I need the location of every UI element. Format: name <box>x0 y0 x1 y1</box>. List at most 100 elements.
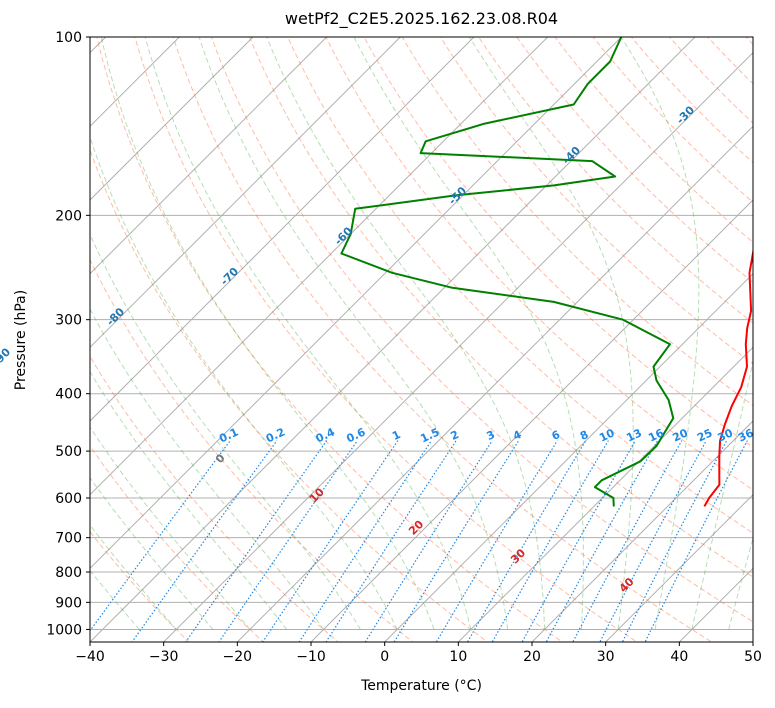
moist-adiabat <box>90 426 251 630</box>
dry-adiabat <box>363 37 753 448</box>
mixing-ratio-label: 6 <box>550 428 563 443</box>
dry-adiabat <box>172 37 713 642</box>
moist-adiabat <box>144 37 472 630</box>
mixing-ratio-label: 16 <box>646 426 666 444</box>
mixing-ratio-line <box>621 440 728 642</box>
chart-title: wetPf2_C2E5.2025.162.23.08.R04 <box>284 9 559 28</box>
moist-adiabat <box>620 37 700 630</box>
mixing-ratio-line <box>545 440 659 642</box>
isotherm--30 <box>163 51 753 642</box>
isotherm--80 <box>90 37 401 349</box>
x-tick-label: 30 <box>597 649 615 665</box>
isotherm-30 <box>605 493 753 642</box>
mixing-ratio-line <box>364 440 493 642</box>
dry-adiabat <box>90 148 489 642</box>
moist-adiabat <box>90 370 288 630</box>
dry-adiabat <box>668 37 753 124</box>
mixing-ratio-label: 2 <box>448 428 460 443</box>
moist-adiabat <box>90 308 324 630</box>
y-tick-label: 1000 <box>46 622 82 638</box>
y-tick-label: 500 <box>55 444 82 460</box>
mixing-ratio-label: 3 <box>485 428 497 443</box>
dry-adiabat <box>90 258 414 642</box>
moist-adiabat <box>90 232 361 630</box>
dry-adiabat <box>248 37 753 578</box>
x-tick-label: 0 <box>380 649 389 665</box>
y-tick-label: 200 <box>55 208 82 224</box>
moist-adiabat <box>468 37 634 630</box>
dry-adiabat-label: 40 <box>617 575 637 595</box>
dry-adiabat <box>758 10 775 654</box>
mixing-ratio-label: 1 <box>390 428 402 443</box>
mixing-ratio-label: 36 <box>736 426 756 444</box>
temperature-line <box>703 247 753 507</box>
y-tick-label: 700 <box>55 531 82 547</box>
isotherm--70 <box>90 37 475 422</box>
y-tick-label: 900 <box>55 595 82 611</box>
mixing-ratio-label: 13 <box>624 426 643 444</box>
isotherm--100 <box>90 37 254 201</box>
mixing-ratio-label: 25 <box>695 426 714 444</box>
y-tick-label: 800 <box>55 565 82 581</box>
mixing-ratio-label: 30 <box>716 426 736 444</box>
isotherm-40 <box>678 567 753 642</box>
x-tick-label: 40 <box>670 649 688 665</box>
dry-adiabat <box>210 37 753 623</box>
mixing-ratio-line <box>435 440 558 642</box>
mixing-ratio-line <box>262 440 399 642</box>
dry-adiabat <box>96 37 564 642</box>
x-tick-label: 20 <box>523 649 541 665</box>
isotherm--90 <box>90 37 328 275</box>
y-tick-label: 300 <box>55 313 82 329</box>
mixing-ratio-line <box>491 440 609 642</box>
mixing-ratio-label: 8 <box>578 428 590 443</box>
dry-adiabat <box>478 37 753 324</box>
mixing-ratio-line <box>131 440 278 642</box>
dry-adiabat <box>134 37 638 642</box>
dry-adiabat <box>287 37 753 534</box>
moist-adiabat <box>353 37 584 630</box>
isotherm-20 <box>531 420 753 642</box>
isotherm--20 <box>236 125 753 642</box>
plot-frame <box>89 36 754 643</box>
moist-adiabat <box>266 37 546 630</box>
dry-adiabat <box>90 355 339 642</box>
dry-adiabat <box>630 37 753 164</box>
mixing-ratio-label: 20 <box>671 426 691 444</box>
x-axis-label: Temperature (°C) <box>361 678 482 694</box>
isotherm-label: -70 <box>218 265 241 288</box>
isotherm--60 <box>90 37 549 496</box>
mixing-ratio-line <box>325 440 457 642</box>
moist-adiabat <box>100 37 435 630</box>
mixing-ratio-line <box>466 440 587 642</box>
dry-adiabat <box>90 445 265 642</box>
y-tick-label: 100 <box>55 30 82 46</box>
x-tick-label: −20 <box>223 649 253 665</box>
mixing-ratio-line <box>572 440 683 642</box>
x-tick-label: 50 <box>744 649 762 665</box>
x-tick-label: −30 <box>149 649 179 665</box>
mixing-ratio-line <box>644 440 748 642</box>
mixing-ratio-label: 0.1 <box>217 425 240 445</box>
dry-adiabat-label: 30 <box>508 546 528 566</box>
moist-adiabat <box>728 536 753 630</box>
moist-adiabat <box>198 37 509 630</box>
isotherm--40 <box>90 37 696 642</box>
moist-adiabat <box>90 135 398 630</box>
isotherm-label: -30 <box>674 103 697 126</box>
x-tick-label: −10 <box>296 649 326 665</box>
mixing-ratio-label: 0.4 <box>314 425 337 445</box>
mixing-ratio-line <box>298 440 432 642</box>
isotherm-50 <box>752 641 753 642</box>
mixing-ratio-line <box>218 440 358 642</box>
isotherm--50 <box>90 37 622 570</box>
moist-adiabat <box>691 358 753 630</box>
isotherm-label: -90 <box>0 345 13 368</box>
dry-adiabat <box>592 37 753 203</box>
dewpoint-line <box>340 37 675 507</box>
isotherm-0 <box>384 272 753 642</box>
x-tick-label: −40 <box>75 649 105 665</box>
isotherm--10 <box>310 199 753 642</box>
y-tick-label: 400 <box>55 387 82 403</box>
